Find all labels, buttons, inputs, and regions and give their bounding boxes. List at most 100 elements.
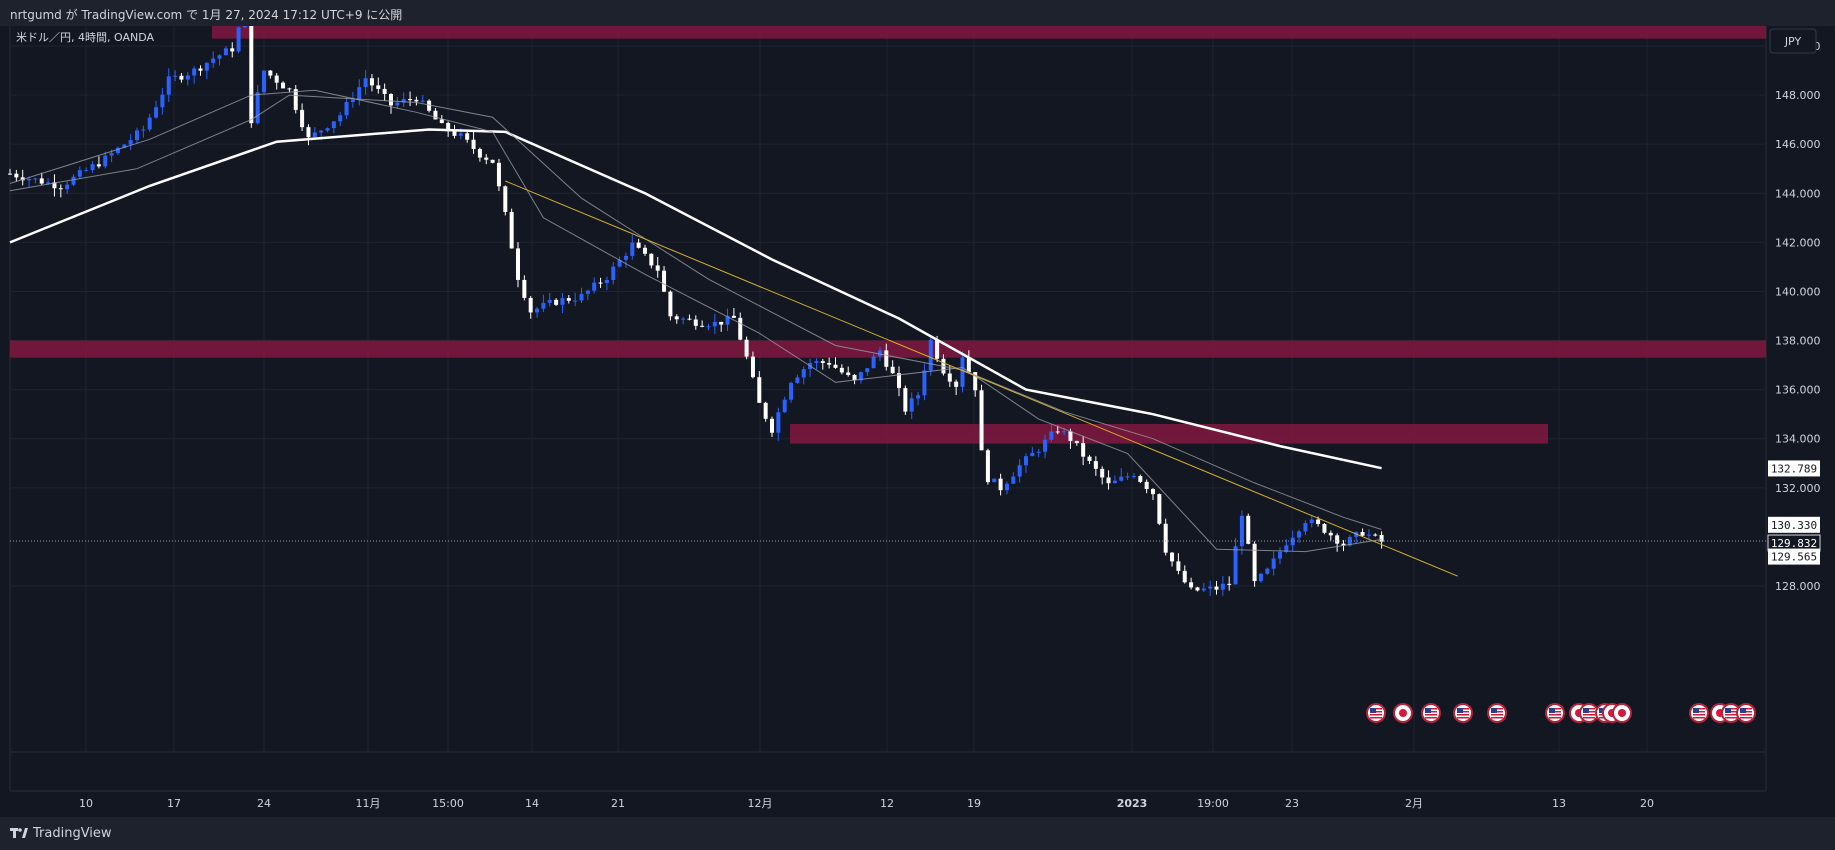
candle-body xyxy=(338,115,343,122)
candle-body xyxy=(1049,431,1054,440)
x-tick-label: 12 xyxy=(880,797,894,810)
candle-body xyxy=(1017,465,1022,477)
candle-body xyxy=(1366,534,1371,536)
event-marker-stripe xyxy=(1725,717,1737,719)
us-flag-icon[interactable] xyxy=(1421,703,1441,723)
candle-body xyxy=(820,361,825,363)
candle-body xyxy=(496,162,501,187)
footer-bar: TradingView xyxy=(0,817,1835,850)
candle-body xyxy=(585,290,590,294)
candle-body xyxy=(592,282,597,291)
candle-body xyxy=(1087,456,1092,462)
tradingview-logo[interactable]: TradingView xyxy=(10,826,112,841)
x-tick-label: 2023 xyxy=(1117,797,1148,810)
candle-body xyxy=(750,356,755,378)
us-flag-icon[interactable] xyxy=(1736,703,1756,723)
us-flag-icon[interactable] xyxy=(1453,703,1473,723)
candle-body xyxy=(395,102,400,106)
candle-body xyxy=(217,55,222,59)
jp-flag-icon[interactable] xyxy=(1612,703,1632,723)
candle-body xyxy=(909,398,914,412)
candle-body xyxy=(198,68,203,71)
candle-body xyxy=(782,399,787,413)
candle-body xyxy=(522,279,527,298)
candle-body xyxy=(293,89,298,110)
price-label-text: 130.330 xyxy=(1771,519,1817,532)
x-tick-label: 23 xyxy=(1285,797,1299,810)
candle-body xyxy=(369,78,374,86)
candle-body xyxy=(1125,476,1130,478)
candle-body xyxy=(744,339,749,357)
candle-body xyxy=(262,70,266,93)
candle-body xyxy=(998,478,1003,491)
event-marker-canton xyxy=(1740,708,1746,713)
event-marker-stripe xyxy=(1425,717,1437,719)
event-marker-canton xyxy=(1457,708,1463,713)
us-flag-icon[interactable] xyxy=(1487,703,1507,723)
currency-button[interactable]: JPY xyxy=(1769,28,1817,54)
y-tick-label: 148.000 xyxy=(1775,89,1821,102)
price-chart[interactable]: 150.000148.000146.000144.000142.000140.0… xyxy=(0,26,1835,817)
candle-body xyxy=(1055,431,1060,433)
candle-body xyxy=(344,102,349,116)
price-label-tag: 132.789 xyxy=(1768,460,1820,477)
candle-body xyxy=(1036,451,1041,453)
price-label-box xyxy=(1768,516,1820,533)
y-tick-label: 132.000 xyxy=(1775,482,1821,495)
candle-body xyxy=(128,140,133,145)
candle-body xyxy=(554,299,559,305)
candle-body xyxy=(1043,439,1048,452)
candle-body xyxy=(242,26,247,28)
candle-body xyxy=(96,164,101,167)
candle-body xyxy=(858,372,863,381)
candle-body xyxy=(1265,568,1270,574)
jp-flag-icon[interactable] xyxy=(1393,703,1413,723)
candle-body xyxy=(1239,515,1244,547)
resistance-zone xyxy=(10,340,1766,358)
us-flag-icon[interactable] xyxy=(1689,703,1709,723)
event-marker-stripe xyxy=(1583,717,1595,719)
candle-body xyxy=(1322,524,1327,533)
candle-body xyxy=(846,372,851,375)
event-marker-stripe xyxy=(1583,714,1595,716)
candle-body xyxy=(960,357,965,387)
candle-body xyxy=(1379,534,1384,542)
y-tick-label: 138.000 xyxy=(1775,335,1821,348)
candle-body xyxy=(109,153,114,156)
x-tick-label: 10 xyxy=(79,797,93,810)
candle-body xyxy=(465,133,470,140)
candle-body xyxy=(560,298,565,305)
candle-body xyxy=(687,318,692,320)
candle-body xyxy=(1252,543,1257,582)
price-axis-panel xyxy=(1766,26,1835,817)
publish-header: nrtgumd が TradingView.com で 1月 27, 2024 … xyxy=(0,0,1835,26)
candle-body xyxy=(547,299,552,303)
event-marker-stripe xyxy=(1457,717,1469,719)
candle-body xyxy=(420,100,425,102)
candle-body xyxy=(1214,586,1219,590)
candle-body xyxy=(223,48,228,56)
candle-body xyxy=(700,325,705,327)
candle-body xyxy=(363,78,368,88)
candle-body xyxy=(1303,522,1308,532)
candle-body xyxy=(211,58,216,63)
candle-body xyxy=(1131,476,1136,478)
candle-body xyxy=(141,129,146,131)
candle-body xyxy=(1024,456,1028,466)
us-flag-icon[interactable] xyxy=(1545,703,1565,723)
candle-body xyxy=(789,382,794,400)
candle-body xyxy=(1227,583,1232,585)
x-tick-label: 2月 xyxy=(1405,797,1423,810)
y-tick-label: 144.000 xyxy=(1775,187,1821,200)
candle-body xyxy=(871,356,876,369)
candle-body xyxy=(668,291,673,317)
x-tick-label: 13 xyxy=(1552,797,1566,810)
candle-body xyxy=(58,188,63,190)
candle-body xyxy=(414,99,419,102)
candle-body xyxy=(1220,583,1225,590)
event-marker-stripe xyxy=(1693,714,1705,716)
candle-body xyxy=(770,418,774,433)
candle-body xyxy=(1297,531,1302,538)
event-marker-stripe xyxy=(1370,717,1382,719)
us-flag-icon[interactable] xyxy=(1366,703,1386,723)
